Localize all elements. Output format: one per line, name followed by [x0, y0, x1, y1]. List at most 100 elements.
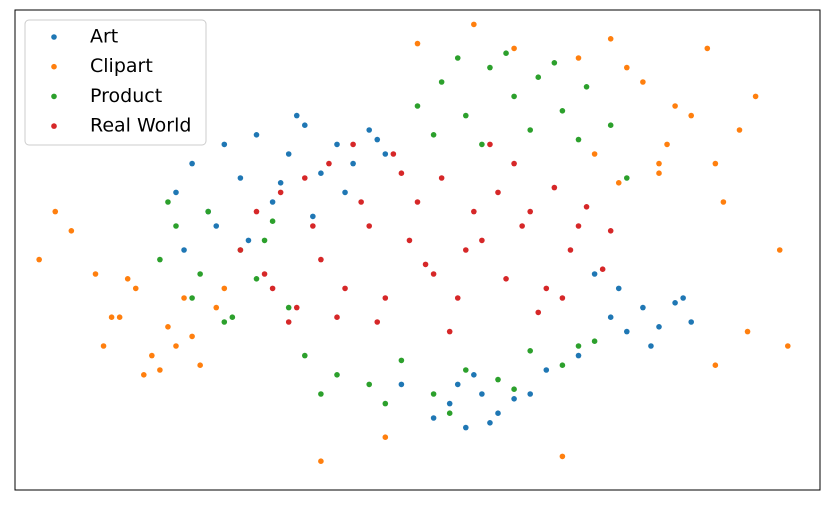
point: [342, 189, 348, 196]
point: [624, 64, 630, 71]
legend-marker: [51, 93, 57, 100]
point: [116, 314, 123, 321]
point: [591, 151, 598, 157]
point: [607, 36, 614, 42]
point: [543, 285, 550, 292]
plot-frame: [14, 9, 821, 491]
point: [229, 314, 236, 321]
point: [479, 141, 485, 148]
point: [712, 160, 719, 167]
point: [454, 55, 461, 61]
point: [688, 112, 694, 119]
point: [430, 415, 437, 421]
point: [414, 40, 421, 47]
legend-box: [24, 19, 207, 146]
point: [366, 223, 373, 229]
point: [511, 93, 517, 100]
point: [519, 223, 525, 229]
point: [302, 352, 308, 359]
point: [567, 247, 574, 253]
point: [334, 314, 340, 321]
legend-marker: [51, 123, 57, 129]
point: [752, 93, 759, 100]
point: [285, 151, 292, 157]
point: [406, 237, 413, 244]
point: [261, 271, 268, 277]
point: [736, 127, 743, 133]
point: [511, 160, 517, 167]
legend-label: Real World: [90, 115, 191, 137]
point: [165, 324, 171, 330]
point: [535, 309, 542, 316]
point: [350, 160, 356, 167]
point: [261, 237, 268, 244]
point: [471, 21, 477, 28]
point: [302, 122, 308, 128]
point: [366, 381, 373, 388]
point: [326, 160, 332, 167]
point: [551, 60, 558, 66]
point: [583, 204, 590, 210]
point: [640, 79, 646, 85]
point: [430, 132, 437, 138]
point: [310, 223, 316, 229]
point: [559, 453, 566, 460]
point: [149, 352, 155, 359]
point: [269, 285, 276, 292]
point: [640, 304, 646, 311]
point: [382, 400, 389, 407]
point: [471, 208, 477, 215]
point: [237, 175, 244, 181]
point: [648, 343, 654, 349]
point: [503, 50, 509, 56]
point: [744, 328, 751, 335]
point: [197, 271, 203, 277]
point: [334, 372, 340, 378]
point: [277, 189, 284, 196]
point: [157, 367, 163, 373]
point: [141, 372, 147, 378]
legend-marker: [51, 34, 57, 40]
point: [607, 314, 614, 321]
point: [575, 136, 582, 143]
point: [189, 333, 195, 340]
point: [285, 319, 292, 325]
point: [213, 223, 220, 229]
point: [310, 213, 316, 220]
point: [430, 391, 437, 397]
point: [463, 424, 469, 431]
point: [495, 410, 501, 417]
point: [253, 208, 260, 215]
point: [599, 266, 606, 273]
point: [189, 160, 195, 167]
point: [479, 391, 485, 397]
legend-marker: [51, 63, 57, 70]
point: [785, 343, 791, 349]
point: [607, 228, 614, 234]
legend: Art Clipart Product Real World: [24, 19, 207, 146]
point: [358, 199, 364, 205]
point: [285, 304, 292, 311]
point: [575, 55, 582, 61]
point: [124, 276, 131, 282]
point: [527, 348, 533, 354]
point: [390, 151, 397, 157]
point: [221, 141, 228, 148]
point: [173, 189, 179, 196]
point: [615, 180, 622, 186]
point: [446, 400, 453, 407]
point: [100, 343, 107, 349]
point: [624, 328, 630, 335]
point: [591, 271, 598, 277]
point: [680, 295, 686, 301]
legend-label: Art: [90, 26, 118, 48]
point: [511, 386, 517, 393]
point: [503, 276, 509, 282]
point: [318, 391, 324, 397]
point: [656, 160, 662, 167]
point: [471, 372, 477, 378]
point: [197, 362, 203, 369]
point: [398, 170, 405, 176]
point: [334, 141, 340, 148]
